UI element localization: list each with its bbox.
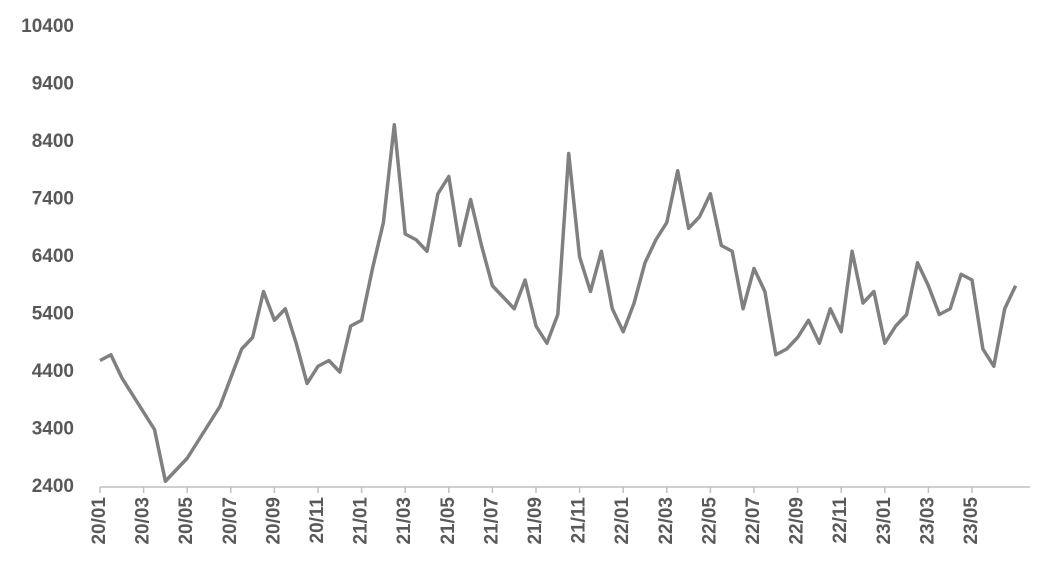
x-tick-label: 21/05 <box>438 497 459 545</box>
x-tick-label: 21/09 <box>525 497 546 545</box>
x-tick-label: 22/11 <box>830 497 851 544</box>
x-tick-label: 20/03 <box>133 497 154 545</box>
y-tick-label: 9400 <box>32 74 74 95</box>
data-line <box>99 123 1018 483</box>
y-tick-label: 6400 <box>32 246 74 267</box>
x-tick-label: 22/09 <box>787 497 808 545</box>
x-tick-label: 21/11 <box>569 497 590 544</box>
x-tick-label: 21/07 <box>481 497 502 545</box>
y-tick-label: 8400 <box>32 131 74 152</box>
y-tick-label: 4400 <box>32 361 74 382</box>
y-tick-label: 3400 <box>32 419 74 440</box>
y-tick-label: 2400 <box>32 476 74 497</box>
x-tick-label: 23/01 <box>874 497 895 545</box>
x-tick-label: 20/05 <box>176 497 197 545</box>
x-tick-label: 23/03 <box>917 497 938 545</box>
x-tick-label: 20/07 <box>220 497 241 545</box>
x-tick-label: 20/11 <box>307 497 328 544</box>
x-tick-label: 22/03 <box>656 497 677 545</box>
x-tick-label: 22/01 <box>612 497 633 545</box>
x-tick-label: 22/05 <box>699 497 720 545</box>
x-tick-label: 22/07 <box>743 497 764 545</box>
x-tick-label: 20/09 <box>263 497 284 545</box>
y-tick-label: 10400 <box>21 16 74 37</box>
x-tick-label: 23/05 <box>961 497 982 545</box>
y-tick-label: 7400 <box>32 189 74 210</box>
x-tick-label: 20/01 <box>89 497 110 545</box>
x-tick-label: 21/01 <box>351 497 372 545</box>
y-tick-label: 5400 <box>32 304 74 325</box>
x-tick-label: 21/03 <box>394 497 415 545</box>
